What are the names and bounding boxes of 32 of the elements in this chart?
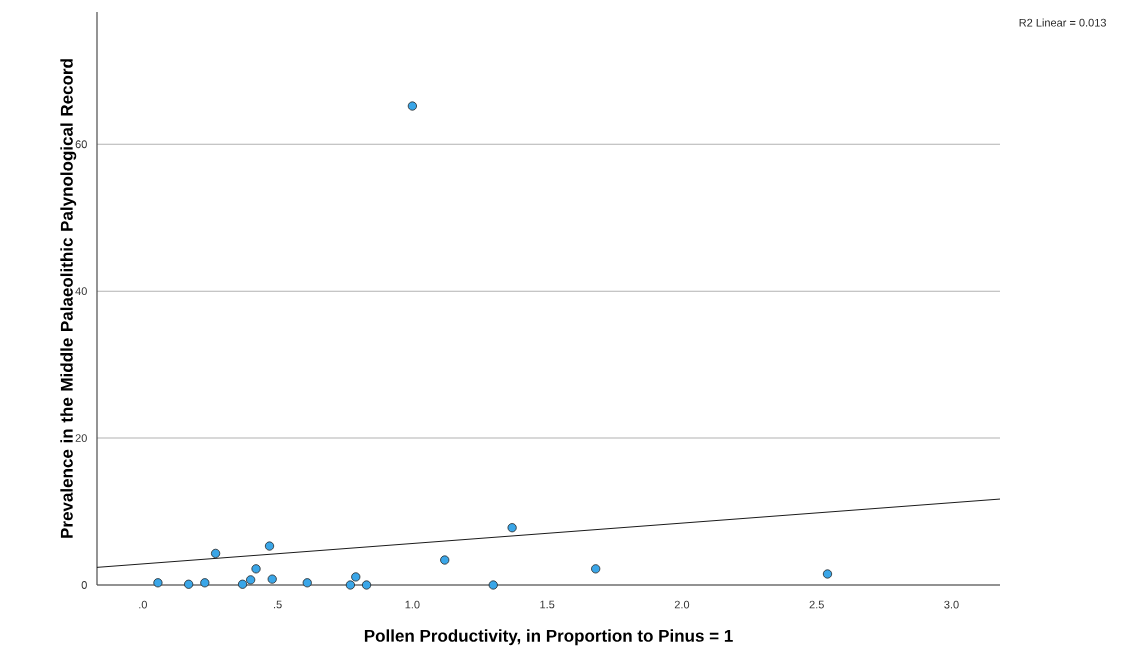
x-tick-label: .0 <box>139 600 147 609</box>
point <box>200 578 210 588</box>
x-tick-label: 2.5 <box>809 600 824 609</box>
y-tick-label: 40 <box>75 287 87 296</box>
point <box>264 541 275 551</box>
point <box>251 564 261 574</box>
x-axis-title: Pollen Productivity, in Proportion to Pinus = 1 <box>364 629 733 646</box>
x-tick-label: 1.0 <box>405 600 420 609</box>
x-tick-label: 1.5 <box>540 600 555 609</box>
point <box>507 523 517 533</box>
point <box>488 580 498 590</box>
text: R2 Linear = 0.013 <box>1019 18 1106 27</box>
point <box>302 578 312 588</box>
point <box>407 101 417 111</box>
x-tick-label: 2.0 <box>674 600 690 609</box>
point <box>153 578 163 588</box>
point <box>237 579 248 589</box>
y-tick-label: 60 <box>75 140 87 149</box>
point <box>351 572 361 582</box>
point <box>246 575 256 585</box>
x-tick-label: 3.0 <box>944 600 959 609</box>
point <box>440 555 450 565</box>
y-tick-label: 0 <box>81 581 87 589</box>
point <box>361 580 372 590</box>
y-tick-label: 20 <box>75 434 87 442</box>
point <box>345 580 355 590</box>
point <box>267 574 277 584</box>
point <box>211 548 221 559</box>
point <box>822 569 833 579</box>
x-tick-label: .5 <box>274 600 282 609</box>
point <box>184 579 194 589</box>
point <box>591 564 601 574</box>
